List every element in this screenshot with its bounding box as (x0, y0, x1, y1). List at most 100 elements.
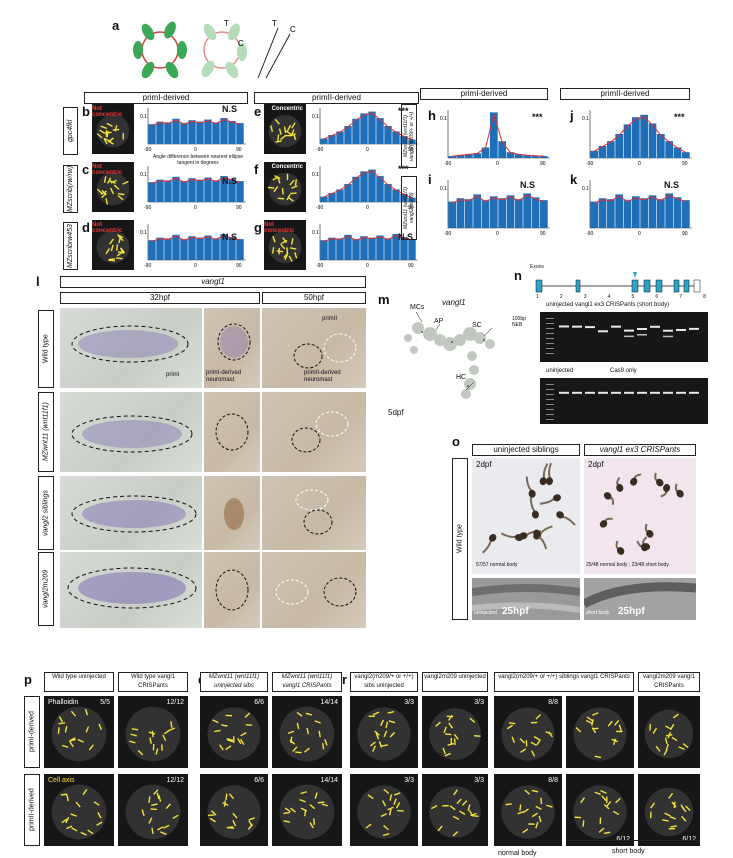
histogram-bar (196, 237, 204, 260)
cell-axis-mark (296, 711, 303, 717)
cell-axis-mark (103, 137, 108, 145)
ladder-band (546, 348, 554, 349)
cell-axis-mark (277, 134, 280, 141)
cell-axis-mark (682, 743, 689, 749)
cell-axis-mark (303, 747, 310, 753)
fit-curve (323, 170, 413, 199)
cell-axis-mark (165, 803, 171, 810)
cell-axis-mark (158, 795, 162, 802)
histogram-bar (481, 200, 490, 228)
embryo-detail-short: short body 25hpf (581, 578, 697, 620)
cell-axis-mark (248, 817, 255, 821)
histogram-bar (156, 179, 164, 202)
histogram-bar (236, 123, 244, 144)
cell-axis-mark (611, 738, 618, 743)
cell-axis-mark (469, 717, 476, 723)
y-tick-label: 0.1 (582, 116, 589, 122)
ladder-band (546, 384, 554, 385)
sig-e: *** (398, 106, 409, 116)
cell-axis-mark (374, 730, 380, 736)
cell-axis-mark (306, 727, 310, 735)
cell-axis-mark (372, 745, 376, 752)
cell-axis-mark (522, 808, 529, 814)
cell-axis-mark (383, 824, 389, 831)
cell-axis-mark (511, 736, 516, 743)
cell-axis-mark (96, 188, 103, 195)
histogram-i: -90 0 90 0.1 (440, 180, 550, 236)
count-label: 5/5 (100, 699, 110, 706)
histogram-bar (352, 118, 360, 144)
cell-axis-mark (594, 755, 602, 759)
exon-diagram (535, 272, 701, 293)
cell-axis-mark (681, 815, 687, 822)
histogram-bar (368, 111, 376, 144)
cell-axis-mark (388, 808, 392, 816)
gel2-label-uninjected: uninjected (546, 368, 574, 374)
histogram-bar (498, 141, 507, 158)
embryos-uninjected: 2dpf 57/57 normal body (472, 458, 580, 574)
header-primI-derived-hk: primI-derived (420, 88, 548, 100)
histogram-bar (180, 239, 188, 260)
cell-axis-mark (453, 733, 459, 740)
row-label-vangl2m209: vangl2m209 (38, 552, 54, 626)
cell-axis-mark (535, 821, 539, 829)
phalloidin-image-r1-c3: 6/6 (200, 696, 268, 768)
gel-band (676, 391, 686, 394)
y-tick-label: 0.1 (440, 186, 447, 192)
cell-axis-mark (276, 250, 284, 253)
cell-axis-mark (387, 806, 394, 811)
cell-axis-mark (85, 726, 90, 733)
cell-axis-mark (291, 185, 298, 189)
x-tick-label: -90 (316, 205, 323, 210)
cell-axis-mark (101, 189, 107, 196)
cell-axis-mark (294, 179, 298, 186)
phalloidin-image-r1-c6: 3/3 (422, 696, 488, 768)
ladder-band (546, 318, 554, 319)
schematic-neuromast-2 (201, 23, 247, 79)
cell-axis-mark (506, 724, 513, 730)
histogram-bar (473, 153, 482, 158)
cell-axis-mark (281, 239, 288, 245)
cell-axis-mark (283, 126, 287, 133)
cell-axis-mark (447, 742, 455, 746)
cell-axis-mark (535, 714, 541, 720)
histogram-bar (481, 147, 490, 158)
cell-axis-mark (290, 736, 293, 744)
embryo (640, 536, 649, 552)
panel-letter-r: r (342, 672, 348, 687)
cell-axis-mark (77, 738, 84, 743)
cell-axis-mark (106, 122, 113, 128)
cell-axis-mark (162, 734, 167, 741)
cell-axis-mark (669, 815, 677, 820)
row-label-mzscrib-2: MZscribrw453 (63, 222, 78, 270)
cell-axis-mark (385, 721, 389, 729)
gel-2 (540, 378, 708, 424)
histogram-bar (360, 171, 368, 202)
cell-axis-mark (61, 818, 68, 824)
cell-axis-mark (296, 722, 300, 730)
cell-axis-mark (519, 804, 522, 811)
ish-wt-50hpf: primII primII-derived neuromast (262, 308, 366, 388)
ish-wt-prim: primI (60, 308, 202, 388)
cell-axis-mark (538, 815, 542, 823)
histogram-g: -90 0 90 0.1 (312, 224, 418, 268)
col-header-32hpf: 32hpf (60, 292, 260, 304)
o-header-uninjected: uninjected siblings (472, 444, 580, 456)
ladder-label: 100bp NEB (512, 316, 526, 328)
histogram-bar (196, 179, 204, 202)
cell-axis-mark (284, 807, 291, 813)
histogram-bar (598, 198, 607, 228)
sig-g: N.S (398, 232, 414, 242)
cell-axis-mark (99, 129, 106, 135)
cell-axis-mark (105, 198, 108, 205)
histogram-h: -90 0 90 0.1 (440, 110, 550, 166)
cell-axis-mark (244, 712, 251, 718)
cell-axis-mark (151, 730, 154, 738)
gel-band (559, 391, 569, 394)
cell-axis-mark (212, 719, 219, 724)
embryo-detail-uninjected: uninjected 25hpf (471, 578, 581, 620)
histogram-bar (172, 118, 180, 144)
embryo (482, 534, 497, 554)
cell-axis-mark (281, 188, 284, 195)
cell-axis-mark (239, 738, 245, 746)
